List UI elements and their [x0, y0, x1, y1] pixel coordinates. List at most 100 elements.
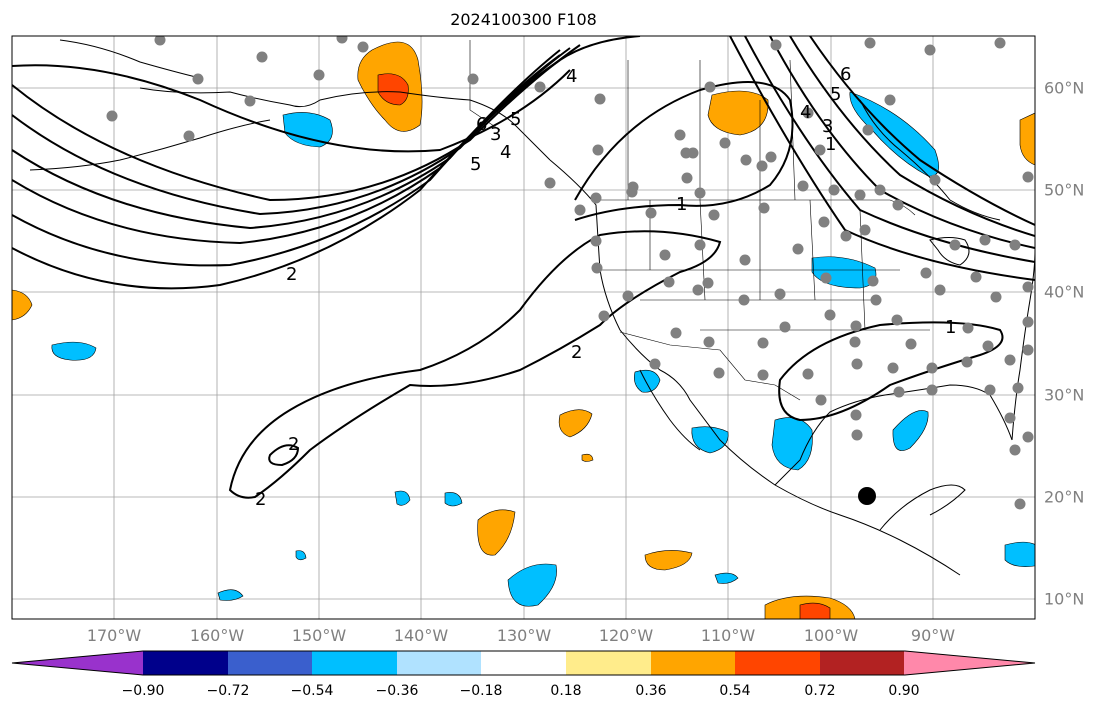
station-dot: [183, 130, 195, 142]
station-dot: [884, 94, 896, 106]
station-dot: [757, 369, 769, 381]
station-dot: [990, 291, 1002, 303]
contour-label: 5: [510, 109, 521, 130]
station-dot: [840, 230, 852, 242]
contour-label: 6: [476, 114, 487, 135]
station-dot: [1004, 354, 1016, 366]
contour-line-east: [789, 36, 1035, 237]
station-dot: [774, 288, 786, 300]
station-dot: [534, 81, 546, 93]
colorbar-tick-label: 0.72: [804, 683, 836, 699]
station-dot: [702, 277, 714, 289]
negative-anomaly-mazatlan: [691, 426, 729, 454]
station-dot: [962, 322, 974, 334]
alaska-canada-border: [469, 40, 501, 131]
positive-anomaly-small: [581, 453, 594, 462]
contour-label: 2: [286, 264, 297, 285]
station-dot: [792, 243, 804, 255]
negative-anomaly-gulf: [892, 410, 929, 451]
station-dot: [1022, 171, 1034, 183]
contour-label: 5: [830, 84, 841, 105]
station-dot: [891, 314, 903, 326]
contour-large-loop: [574, 81, 794, 221]
contour-line-east: [729, 36, 1035, 281]
station-dot: [961, 356, 973, 368]
contour-label: 3: [490, 124, 501, 145]
contour-small-closed: [268, 444, 300, 467]
station-dot: [692, 284, 704, 296]
great-lakes: [929, 237, 970, 266]
station-dot: [979, 234, 991, 246]
colorbar-tick-label: −0.90: [121, 683, 165, 699]
aleutians: [29, 119, 271, 171]
station-dot: [1022, 281, 1034, 293]
negative-anomaly-small-1: [394, 490, 411, 506]
station-dot: [924, 44, 936, 56]
station-dot: [920, 267, 932, 279]
yucatan: [879, 484, 966, 531]
positive-anomaly-baja-offshore: [558, 409, 593, 438]
station-dot: [758, 202, 770, 214]
anomaly-shading: [12, 41, 1035, 619]
negative-anomaly-caribbean: [1004, 541, 1035, 567]
colorbar: [11, 650, 1036, 676]
station-dot: [739, 254, 751, 266]
colorbar-extend-min: [12, 651, 143, 675]
station-dot: [704, 81, 716, 93]
station-dot: [244, 95, 256, 107]
colorbar-segment: [312, 651, 397, 675]
station-dot: [994, 37, 1006, 49]
station-dot: [1012, 382, 1024, 394]
colorbar-outline: [11, 650, 1036, 676]
station-dot: [797, 180, 809, 192]
station-dot: [670, 327, 682, 339]
station-dot: [594, 93, 606, 105]
negative-anomaly-small-2: [444, 492, 463, 507]
station-dot: [982, 340, 994, 352]
latitude-label: 20°N: [1044, 487, 1085, 507]
station-dot: [874, 184, 886, 196]
station-dot: [154, 36, 166, 46]
latitude-label: 60°N: [1044, 78, 1085, 98]
contour-southern-loop: [778, 321, 1004, 422]
station-dot: [738, 294, 750, 306]
station-dot: [674, 129, 686, 141]
station-dot: [336, 36, 348, 44]
colorbar-segment: [651, 651, 735, 675]
height-contours: [12, 36, 1035, 499]
station-dot: [850, 320, 862, 332]
colorbar-tick-label: −0.36: [375, 683, 419, 699]
station-dot: [590, 235, 602, 247]
station-dot: [719, 137, 731, 149]
station-dot: [984, 384, 996, 396]
contour-line-east: [744, 36, 1035, 263]
contour-closed-trough: [228, 230, 722, 499]
positive-anomaly-north-pacific: [12, 289, 33, 321]
longitude-label: 110°W: [700, 626, 756, 645]
negative-anomaly-south-pacific: [507, 563, 557, 607]
contour-label: 5: [470, 154, 481, 175]
station-dot: [934, 284, 946, 296]
station-dot: [1004, 412, 1016, 424]
station-dot: [544, 177, 556, 189]
contour-line-east: [809, 36, 1035, 226]
contour-line: [12, 49, 561, 230]
station-dot: [1009, 444, 1021, 456]
station-dot: [864, 37, 876, 49]
pacific-coast: [549, 159, 961, 576]
station-dot: [574, 204, 586, 216]
station-dot: [1022, 431, 1034, 443]
station-dot: [681, 172, 693, 184]
atlantic-coast: [1011, 249, 1035, 441]
colorbar-segment: [228, 651, 312, 675]
station-dot: [357, 41, 369, 53]
negative-anomaly-small-5: [295, 550, 307, 561]
station-dot: [622, 290, 634, 302]
latitude-label: 50°N: [1044, 180, 1085, 200]
station-dot: [870, 294, 882, 306]
colorbar-segment: [481, 651, 566, 675]
colorbar-segment: [143, 651, 228, 675]
map-frame: [11, 35, 1036, 620]
colorbar-segment: [397, 651, 481, 675]
